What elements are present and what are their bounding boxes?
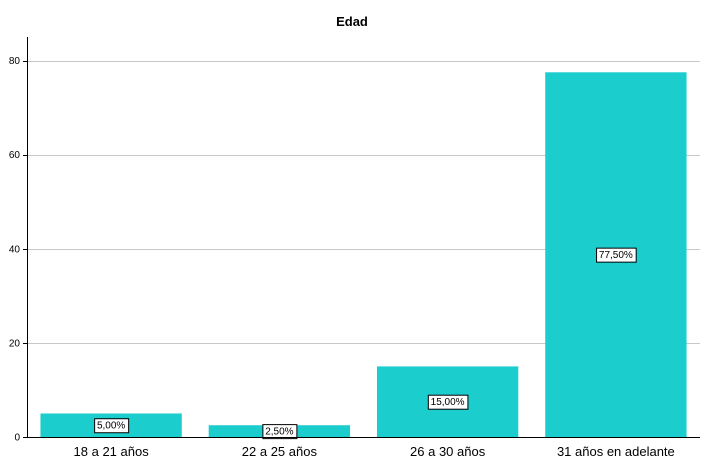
data-label-box (596, 247, 637, 263)
y-axis: 0 20 40 60 80 (9, 37, 28, 444)
data-label-box (94, 418, 130, 434)
data-label: 2,50% (265, 427, 293, 438)
y-tick-label: 80 (9, 56, 21, 67)
data-label: 5,00% (97, 421, 125, 432)
y-tick-label: 40 (9, 244, 21, 255)
y-tick-label: 60 (9, 150, 21, 161)
y-tick-label: 20 (9, 338, 21, 349)
y-tick-label: 0 (14, 433, 20, 444)
data-label: 77,50% (599, 250, 633, 261)
data-label: 15,00% (431, 397, 465, 408)
x-axis: 18 a 21 años 22 a 25 años 26 a 30 años 31 a… (27, 437, 700, 459)
chart-title: Edad (336, 14, 368, 29)
x-tick-label: 26 a 30 años (410, 444, 486, 459)
x-tick-label: 31 años en adelante (557, 444, 675, 459)
x-tick-label: 22 a 25 años (242, 444, 318, 459)
data-labels: 5,00% 2,50% 15,00% 77,50% (94, 247, 637, 440)
x-tick-label: 18 a 21 años (74, 444, 150, 459)
data-label-box (427, 394, 469, 410)
bars (40, 72, 687, 437)
data-label-box (262, 424, 298, 440)
